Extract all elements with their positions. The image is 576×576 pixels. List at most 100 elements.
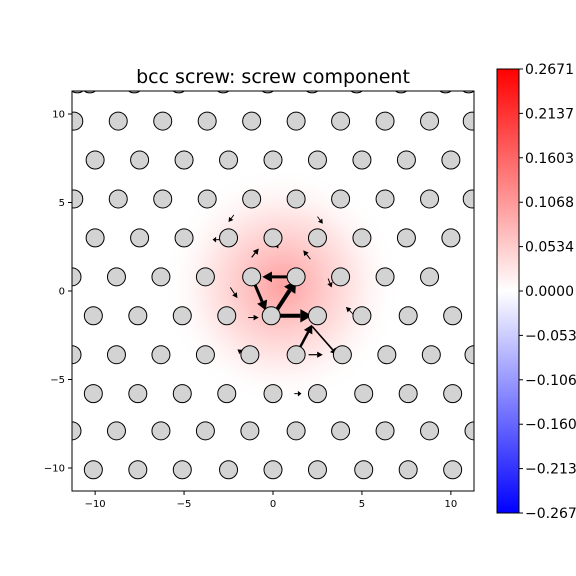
x-tick-label: 0 [270,499,276,510]
atom-marker [441,228,461,248]
atom-marker [331,421,351,441]
y-tick-label: −5 [50,375,65,386]
atom-marker [242,189,262,209]
atom-marker [128,306,148,326]
atom-marker [219,150,239,170]
atom-marker [72,267,82,287]
atom-marker [240,421,260,441]
atom-marker [443,306,463,326]
atom-marker [128,384,148,404]
atom-marker [242,111,262,131]
atom-marker [197,189,217,209]
colorbar-tick-label: −0.2137 [525,462,576,478]
atom-marker [263,228,283,248]
atom-marker [106,267,126,287]
atom-marker [130,150,150,170]
atom-marker [151,345,171,365]
colorbar-tick-label: 0.1603 [525,151,574,167]
atom-marker [153,111,173,131]
field-heatmap [161,165,403,406]
colorbar-tick-label: 0.1068 [525,195,574,211]
colorbar-tick-label: 0.0000 [525,284,574,300]
atom-marker [286,421,306,441]
displacement-arrow [345,306,354,315]
atom-marker [443,384,463,404]
atom-marker [396,228,416,248]
atom-marker [106,421,126,441]
atom-marker [151,267,171,287]
atom-marker [153,189,173,209]
atom-marker [462,111,474,131]
atom-marker [307,384,327,404]
atom-marker [464,421,474,441]
colorbar-tick-label: −0.2671 [525,506,576,522]
displacement-arrow [317,216,323,224]
atom-marker [439,91,452,94]
atom-marker [219,460,239,480]
atom-marker [217,384,237,404]
displacement-arrow [248,314,259,321]
atom-marker [172,384,192,404]
atom-marker [72,345,82,365]
atom-marker [375,267,395,287]
chart-title: bcc screw: screw component [136,66,410,88]
y-axis: −10 −5 0 5 10 [44,110,72,474]
displacement-arrow [251,248,259,258]
atom-marker [242,267,262,287]
atom-marker [398,460,418,480]
atom-marker [240,345,260,365]
atom-marker [307,228,327,248]
colorbar-tick-label: −0.1603 [525,417,576,433]
colorbar-tick-label: 0.2137 [525,106,574,122]
y-tick-label: 10 [52,110,65,121]
atom-marker [331,189,351,209]
x-tick-label: −5 [177,499,192,510]
atom-marker [286,345,306,365]
x-tick-label: 10 [445,499,458,510]
atom-marker [352,306,372,326]
atom-marker [83,384,103,404]
atom-marker [263,150,283,170]
plot-area [72,91,474,491]
atom-marker [172,460,192,480]
atom-marker [352,150,372,170]
atom-marker [174,228,194,248]
atom-marker [263,460,283,480]
colorbar-tick-label: 0.0534 [525,240,574,256]
displacement-arrow [229,287,238,299]
atom-marker [462,91,474,94]
displacement-arrow [308,351,323,358]
atom-marker [286,111,306,131]
colorbar-tick-label: −0.1068 [525,373,576,389]
y-tick-label: 5 [59,198,65,209]
atom-marker [441,150,461,170]
atom-marker [398,384,418,404]
atom-marker [286,267,306,287]
atom-marker [108,111,128,131]
atom-marker [263,384,283,404]
displacement-arrow [327,278,333,288]
atom-marker [331,111,351,131]
atom-marker [72,189,84,209]
atom-marker [396,150,416,170]
atom-marker [128,460,148,480]
colorbar-tick-label: −0.0534 [525,328,576,344]
atom-marker [443,460,463,480]
y-tick-label: 0 [59,287,65,298]
atom-marker [130,228,150,248]
atom-marker [195,267,215,287]
atom-marker [375,189,395,209]
x-tick-label: 5 [359,499,365,510]
atom-marker [398,306,418,326]
atom-marker [85,150,105,170]
atom-marker [217,306,237,326]
atom-marker [195,421,215,441]
atom-marker [197,111,217,131]
atom-marker [354,384,374,404]
atom-marker [106,345,126,365]
atom-marker [420,267,440,287]
atom-marker [83,306,103,326]
atom-marker [195,345,215,365]
atom-marker [377,345,397,365]
atom-marker [286,189,306,209]
